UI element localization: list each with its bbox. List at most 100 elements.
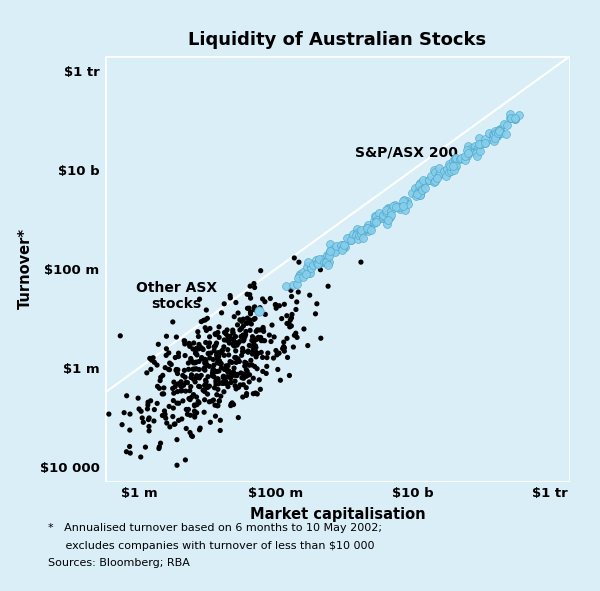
Point xyxy=(424,176,434,185)
Point xyxy=(244,303,254,313)
Point xyxy=(235,357,244,366)
Point xyxy=(143,415,153,424)
Point xyxy=(382,219,391,229)
Point xyxy=(185,428,195,437)
Point xyxy=(321,258,331,268)
Point xyxy=(205,397,214,407)
Point xyxy=(415,190,425,200)
Point xyxy=(314,255,324,264)
Point xyxy=(172,398,182,408)
Point xyxy=(190,377,200,387)
Point xyxy=(379,210,388,220)
Point xyxy=(201,356,211,366)
Point xyxy=(505,109,515,119)
Point xyxy=(380,213,390,222)
Point xyxy=(480,139,490,148)
Point xyxy=(339,240,349,249)
Point xyxy=(211,379,221,389)
Point xyxy=(473,147,482,156)
Point xyxy=(241,327,251,336)
Point xyxy=(224,366,233,376)
Point xyxy=(194,365,204,374)
Point xyxy=(207,397,217,406)
Point xyxy=(188,357,197,366)
Point xyxy=(220,328,229,337)
Point xyxy=(258,366,268,376)
Point xyxy=(226,371,236,380)
Point xyxy=(125,410,135,419)
Point xyxy=(290,253,299,262)
Point xyxy=(220,335,229,345)
Point xyxy=(475,139,485,149)
Point xyxy=(280,343,289,353)
Point xyxy=(231,353,241,362)
Point xyxy=(287,310,297,319)
Point xyxy=(200,365,210,375)
Point xyxy=(281,281,290,291)
Point xyxy=(255,303,265,313)
Point xyxy=(241,330,250,339)
Point xyxy=(441,171,451,181)
Point xyxy=(125,449,135,458)
Point xyxy=(194,373,204,382)
Point xyxy=(211,411,220,421)
Point xyxy=(470,141,479,150)
Point xyxy=(213,354,223,363)
Point xyxy=(216,391,226,401)
Point xyxy=(258,323,268,332)
Point xyxy=(182,378,192,387)
Point xyxy=(383,203,393,212)
Point xyxy=(206,418,215,427)
Point xyxy=(233,413,243,423)
Point xyxy=(244,346,253,356)
Point xyxy=(325,258,334,267)
Point xyxy=(471,148,481,158)
Point xyxy=(185,342,194,351)
Point xyxy=(186,382,196,391)
Point xyxy=(426,171,436,181)
Point xyxy=(212,339,221,348)
Point xyxy=(173,379,183,388)
Point xyxy=(190,400,199,410)
Point xyxy=(242,389,251,398)
Point xyxy=(202,326,211,335)
Point xyxy=(434,163,444,173)
Point xyxy=(278,344,287,353)
Point xyxy=(407,189,417,198)
Point xyxy=(199,345,208,355)
Point xyxy=(229,371,239,380)
Point xyxy=(382,206,391,215)
X-axis label: Market capitalisation: Market capitalisation xyxy=(250,507,425,522)
Point xyxy=(205,362,214,371)
Point xyxy=(228,326,238,335)
Point xyxy=(161,344,171,353)
Point xyxy=(358,233,368,243)
Point xyxy=(223,332,233,341)
Point xyxy=(178,371,188,380)
Point xyxy=(325,246,335,255)
Point xyxy=(442,165,452,174)
Point xyxy=(205,381,214,391)
Point xyxy=(247,319,256,329)
Point xyxy=(466,147,475,157)
Point xyxy=(119,408,129,417)
Point xyxy=(389,201,398,210)
Point xyxy=(236,324,246,333)
Point xyxy=(352,228,362,238)
Point xyxy=(203,389,212,399)
Point xyxy=(256,348,266,357)
Point xyxy=(205,332,214,342)
Point xyxy=(229,329,238,338)
Point xyxy=(514,110,524,119)
Point xyxy=(179,366,189,375)
Point xyxy=(462,145,472,154)
Point xyxy=(201,338,211,348)
Point xyxy=(292,333,302,342)
Point xyxy=(180,351,190,361)
Point xyxy=(173,369,182,378)
Point xyxy=(182,405,191,414)
Point xyxy=(217,346,226,356)
Point xyxy=(164,365,173,374)
Point xyxy=(251,342,260,352)
Point xyxy=(196,342,205,352)
